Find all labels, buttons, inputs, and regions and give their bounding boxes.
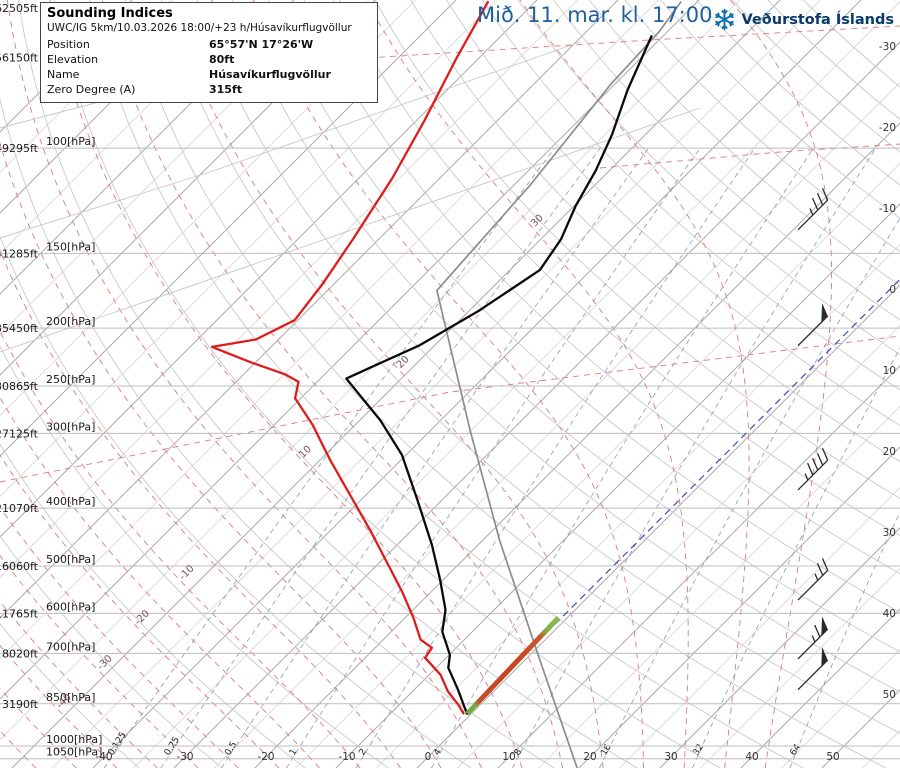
svg-text:-10: -10 — [879, 203, 896, 215]
svg-text:8020ft: 8020ft — [2, 647, 39, 660]
info-row-label: Elevation — [47, 53, 99, 66]
svg-text:-30: -30 — [95, 653, 114, 672]
info-row-value: 80ft — [209, 53, 235, 66]
svg-text:700[hPa]: 700[hPa] — [46, 640, 95, 653]
svg-text:27125ft: 27125ft — [0, 427, 39, 440]
info-row-name: Name Húsavíkurflugvöllur — [47, 67, 371, 82]
info-row-label: Zero Degree (A) — [47, 83, 136, 96]
svg-text:1000[hPa]: 1000[hPa] — [46, 733, 102, 746]
svg-text:20: 20 — [883, 446, 896, 458]
svg-text:64: 64 — [789, 742, 804, 757]
info-row-label: Position — [47, 38, 90, 51]
svg-text:62505ft: 62505ft — [0, 2, 39, 15]
svg-text:56150ft: 56150ft — [0, 51, 39, 64]
svg-text:49295ft: 49295ft — [0, 142, 39, 155]
svg-text:0: 0 — [425, 751, 432, 763]
svg-text:0.5: 0.5 — [223, 740, 239, 757]
svg-text:30: 30 — [883, 527, 896, 539]
svg-text:30: 30 — [664, 751, 677, 763]
svg-text:0: 0 — [889, 284, 896, 296]
info-row-value: Húsavíkurflugvöllur — [209, 68, 331, 81]
svg-text:40: 40 — [883, 608, 896, 620]
svg-text:2: 2 — [357, 747, 369, 757]
svg-text:1: 1 — [288, 747, 300, 757]
svg-text:-40: -40 — [95, 751, 112, 763]
panel-title: Sounding Indices — [47, 6, 173, 21]
info-row-zero-degree: Zero Degree (A) 315ft — [47, 82, 371, 97]
svg-text:-20: -20 — [257, 751, 274, 763]
svg-text:150[hPa]: 150[hPa] — [46, 240, 95, 253]
vedurstofa-logo: Veðurstofa Íslands — [712, 7, 894, 32]
svg-text:500[hPa]: 500[hPa] — [46, 553, 95, 566]
svg-text:100[hPa]: 100[hPa] — [46, 135, 95, 148]
svg-text:10: 10 — [883, 365, 896, 377]
svg-text:-20: -20 — [133, 608, 152, 627]
valid-time-label: Mið. 11. mar. kl. 17:00 — [477, 3, 713, 27]
info-row-position: Position 65°57'N 17°26'W — [47, 37, 371, 52]
svg-text:300[hPa]: 300[hPa] — [46, 420, 95, 433]
svg-text:30865ft: 30865ft — [0, 380, 39, 393]
sounding-indices-panel: Sounding Indices UWC/IG 5km/10.03.2026 1… — [40, 2, 378, 103]
svg-text:40: 40 — [745, 751, 758, 763]
logo-text: Veðurstofa Íslands — [741, 11, 894, 28]
svg-text:600[hPa]: 600[hPa] — [46, 600, 95, 613]
info-row-elevation: Elevation 80ft — [47, 52, 371, 67]
svg-text:4: 4 — [432, 747, 444, 757]
svg-text:35450ft: 35450ft — [0, 322, 39, 335]
svg-text:32: 32 — [692, 743, 707, 758]
svg-text:250[hPa]: 250[hPa] — [46, 373, 95, 386]
snowflake-logo-icon — [714, 8, 734, 31]
svg-text:850[hPa]: 850[hPa] — [46, 691, 95, 704]
svg-text:8: 8 — [513, 747, 525, 757]
svg-text:41285ft: 41285ft — [0, 247, 39, 260]
svg-text:50: 50 — [883, 689, 896, 701]
svg-text:11765ft: 11765ft — [0, 607, 39, 620]
svg-text:10: 10 — [502, 751, 515, 763]
info-row-label: Name — [47, 68, 80, 81]
svg-text:-10: -10 — [338, 751, 355, 763]
info-row-value: 65°57'N 17°26'W — [209, 38, 314, 51]
svg-text:-30: -30 — [176, 751, 193, 763]
panel-subtitle: UWC/IG 5km/10.03.2026 18:00/+23 h/Húsaví… — [47, 22, 352, 34]
svg-text:16060ft: 16060ft — [0, 560, 39, 573]
svg-text:400[hPa]: 400[hPa] — [46, 495, 95, 508]
info-row-value: 315ft — [209, 83, 243, 96]
svg-text:200[hPa]: 200[hPa] — [46, 315, 95, 328]
svg-text:1050[hPa]: 1050[hPa] — [46, 746, 102, 759]
svg-text:21070ft: 21070ft — [0, 502, 39, 515]
svg-text:-30: -30 — [879, 41, 896, 53]
svg-text:3190ft: 3190ft — [2, 698, 39, 711]
svg-text:20: 20 — [583, 751, 596, 763]
svg-text:-20: -20 — [879, 122, 896, 134]
svg-text:50: 50 — [826, 751, 839, 763]
